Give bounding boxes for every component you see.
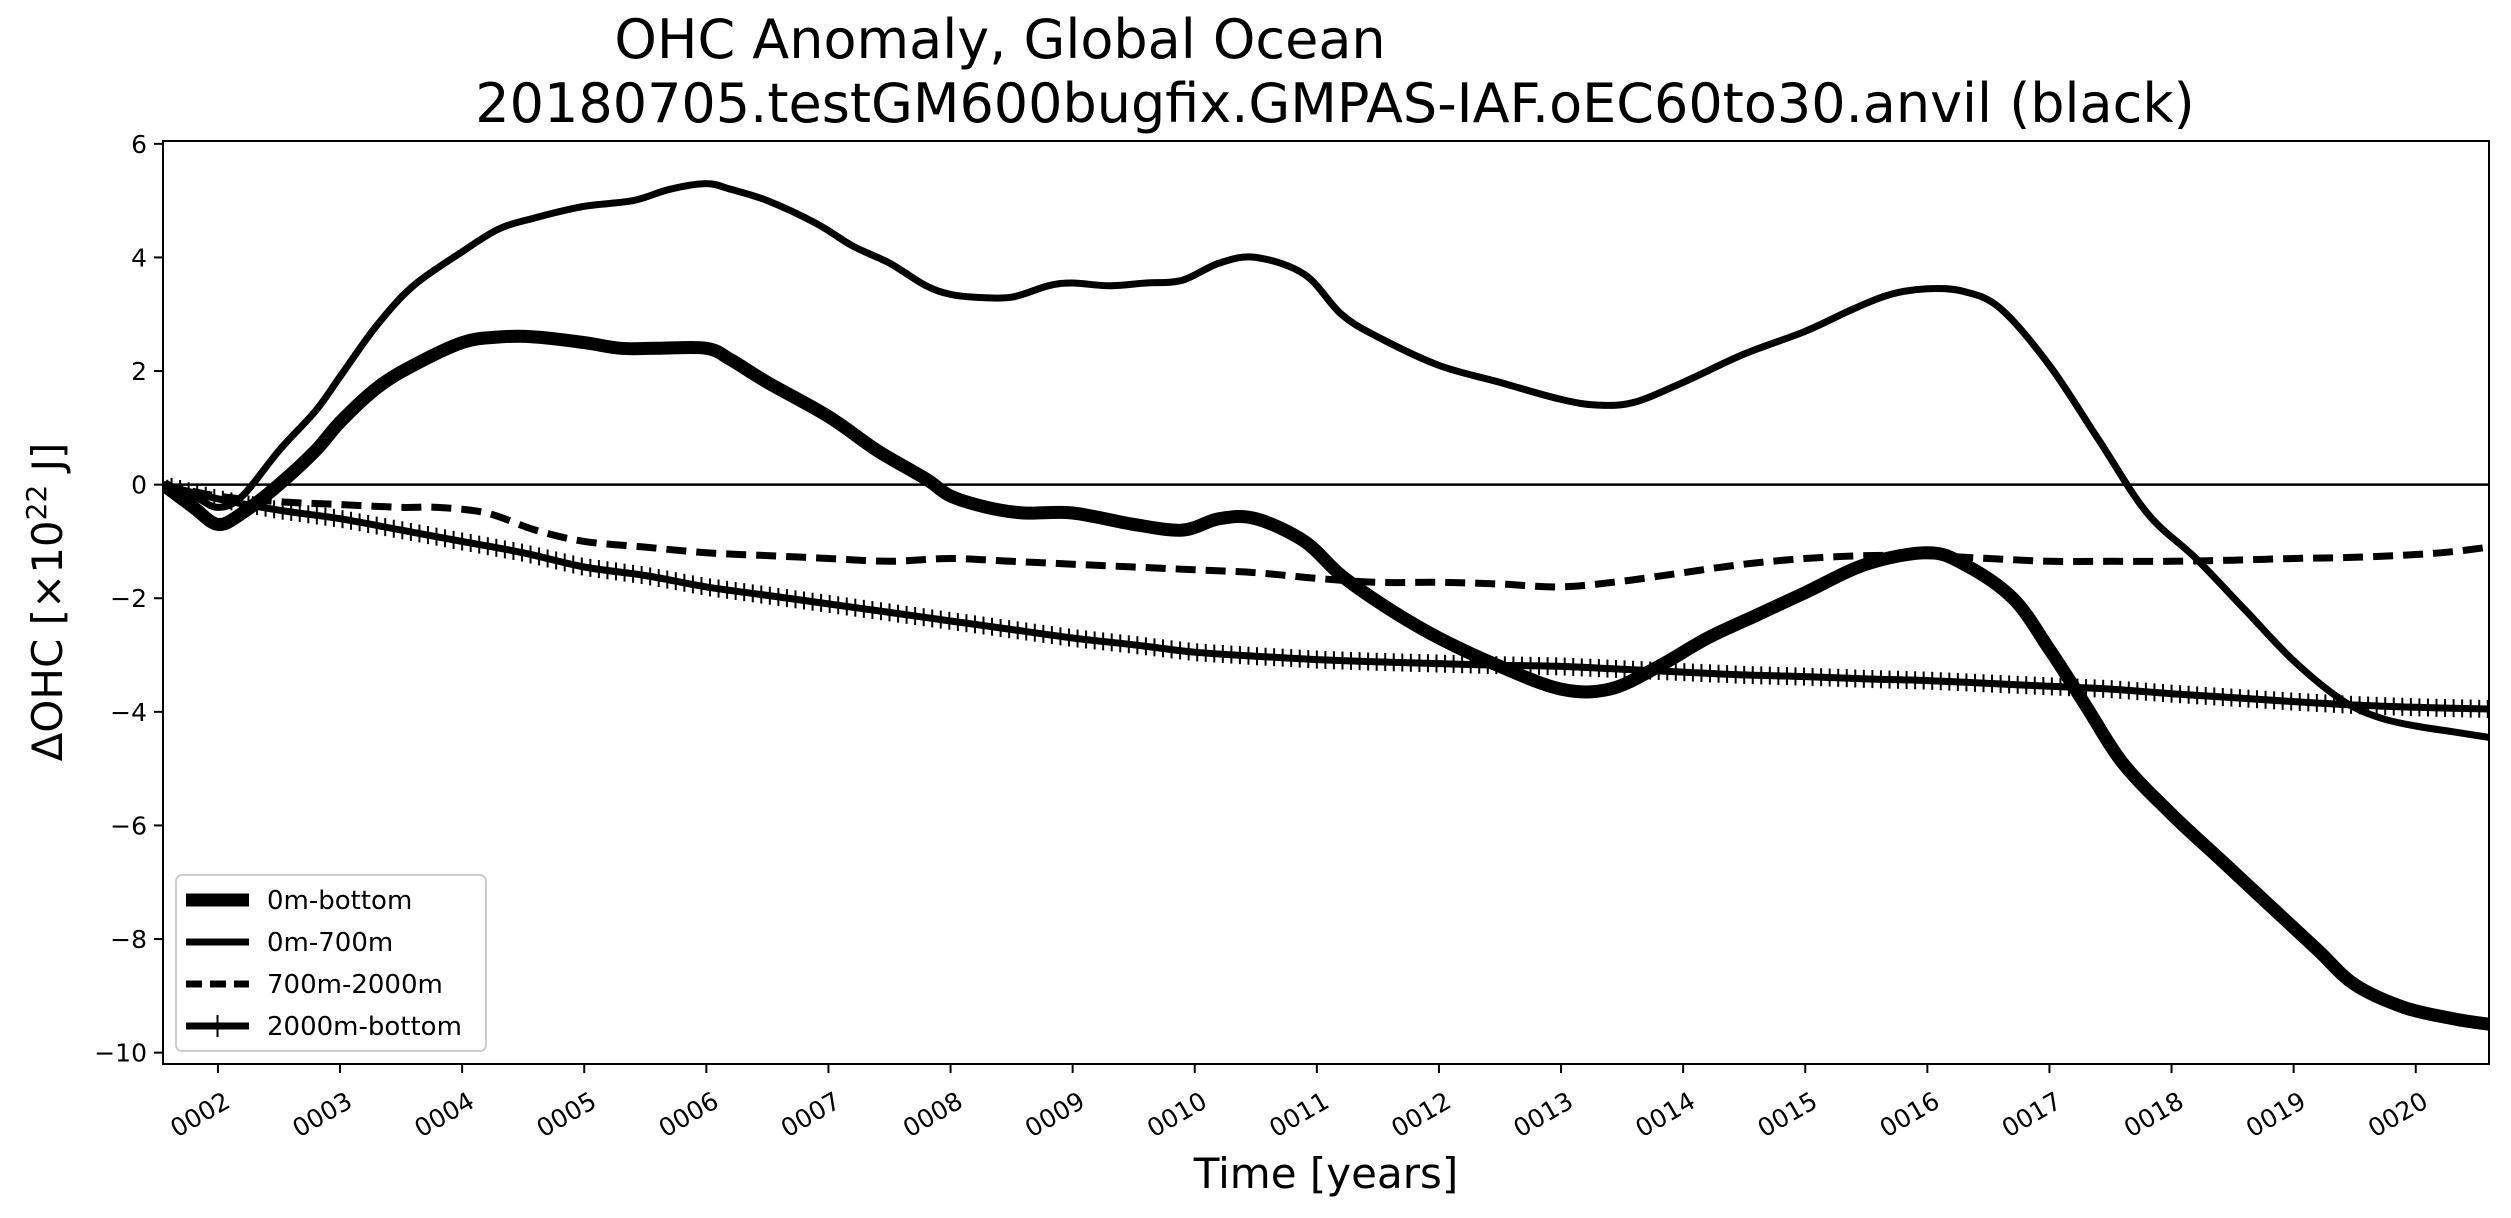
y-tick-label: −2 xyxy=(110,584,147,613)
y-tick-label: 4 xyxy=(131,243,147,272)
y-tick-label: −6 xyxy=(110,811,147,840)
y-axis: −10 −8 −6 −4 −2 0 2 4 6 xyxy=(94,130,163,1068)
y-tick-label: −8 xyxy=(110,925,147,954)
legend-label: 0m-bottom xyxy=(267,886,412,916)
series-line-0m-bottom xyxy=(163,329,2489,1031)
chart-title: OHC Anomaly, Global Ocean xyxy=(614,8,1385,71)
series-line-700m-2000m xyxy=(163,481,2489,591)
plot-area xyxy=(163,180,2489,1031)
y-tick-label: −4 xyxy=(110,698,147,727)
chart-subtitle: 20180705.testGM600bugfix.GMPAS-IAF.oEC60… xyxy=(475,72,2194,135)
y-axis-label: ΔOHC [×1022 J] xyxy=(20,443,72,762)
series-markers-2000m-bottom xyxy=(163,475,2489,718)
y-axis-label-main: ΔOHC [×10 xyxy=(23,520,72,761)
plot-frame xyxy=(162,140,2490,1065)
y-axis-label-exponent: 22 xyxy=(20,485,53,521)
y-axis-label-unit: J] xyxy=(23,443,72,485)
y-tick-label: −10 xyxy=(94,1039,147,1068)
series-line-0m-700m xyxy=(163,180,2489,741)
legend: 0m-bottom 0m-700m 700m-2000m 2000m-bottom xyxy=(175,874,487,1052)
y-tick-label: 2 xyxy=(131,357,147,386)
x-axis-label: Time [years] xyxy=(1193,1149,1459,1198)
legend-label: 700m-2000m xyxy=(267,970,443,1000)
legend-label: 2000m-bottom xyxy=(267,1012,462,1042)
y-tick-label: 6 xyxy=(131,130,147,159)
legend-label: 0m-700m xyxy=(267,928,393,958)
legend-box xyxy=(175,874,487,1052)
y-tick-label: 0 xyxy=(131,471,147,500)
